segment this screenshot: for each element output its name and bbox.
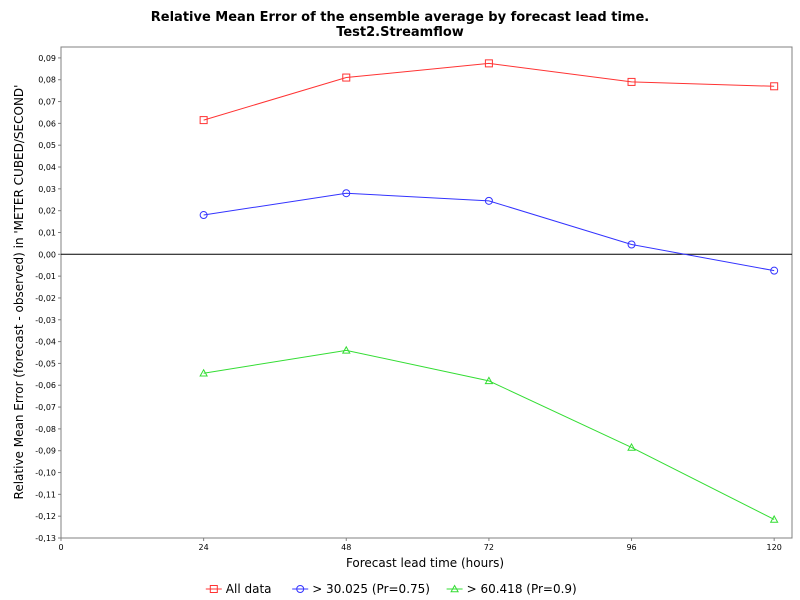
y-tick-label: -0,08 [35,425,56,434]
legend-label: All data [226,582,272,596]
y-tick-label: -0,05 [35,359,56,368]
x-tick-label: 120 [767,543,782,552]
series-0 [199,59,779,125]
legend-marker [450,584,459,593]
series-1 [199,189,779,275]
legend: All data > 30.025 (Pr=0.75) > 60.418 (Pr=0… [205,582,577,596]
y-tick-label: -0,07 [35,403,56,412]
y-tick-label: 0,03 [38,185,56,194]
data-point [769,514,779,523]
data-point [341,345,351,354]
y-axis: 0,09 0,08 0,07 0,06 0,05 0,04 0,03 0,02 0,01 0,00… [35,54,61,543]
y-tick-label: -0,12 [35,512,56,521]
legend-marker [296,585,305,593]
x-axis: 0 24 48 72 96 120 [58,538,782,552]
series-layer [199,59,779,523]
chart-subtitle: Test2.Streamflow [336,25,464,40]
data-point [770,266,779,275]
y-tick-label: -0,06 [35,381,56,390]
y-tick-label: -0,13 [35,534,56,543]
data-point [199,211,208,220]
data-point [342,73,351,82]
data-point [627,240,636,249]
y-tick-label: -0,10 [35,469,56,478]
y-tick-label: 0,02 [38,207,56,216]
x-tick-label: 24 [199,543,209,552]
legend-label: > 30.025 (Pr=0.75) [312,582,430,596]
data-point [627,77,636,86]
data-point [199,368,208,377]
plot-area [60,46,793,539]
series-line [203,62,775,121]
data-point [484,59,493,68]
x-tick-label: 0 [58,543,63,552]
series-line [203,349,775,520]
legend-item: > 30.025 (Pr=0.75) [292,582,430,596]
y-tick-label: 0,06 [38,119,56,128]
data-point [484,376,494,385]
y-tick-label: 0,01 [38,228,56,237]
legend-item: > 60.418 (Pr=0.9) [446,582,577,596]
y-tick-label: 0,00 [38,250,56,259]
data-point [342,189,351,198]
y-tick-label: 0,08 [38,76,56,85]
data-point [199,116,208,125]
x-tick-label: 48 [341,543,351,552]
y-tick-label: 0,07 [38,98,56,107]
x-axis-label: Forecast lead time (hours) [346,556,504,570]
legend-item: All data [205,582,272,596]
data-point [484,196,493,205]
series-2 [199,345,779,523]
series-line [203,192,775,272]
legend-marker [209,585,218,593]
x-tick-label: 72 [484,543,494,552]
y-tick-label: -0,04 [35,338,56,347]
data-point [627,442,636,451]
data-point [770,82,779,91]
y-tick-label: -0,01 [35,272,56,281]
x-tick-label: 96 [626,543,636,552]
y-tick-label: 0,04 [38,163,56,172]
y-tick-label: -0,03 [35,316,56,325]
y-axis-label: Relative Mean Error (forecast - observed… [12,85,26,500]
y-tick-label: 0,09 [38,54,56,63]
chart-title: Relative Mean Error of the ensemble aver… [151,10,649,25]
y-tick-label: -0,09 [35,447,56,456]
y-tick-label: 0,05 [38,141,56,150]
y-tick-label: -0,11 [35,490,56,499]
y-tick-label: -0,02 [35,294,56,303]
legend-label: > 60.418 (Pr=0.9) [467,582,577,596]
